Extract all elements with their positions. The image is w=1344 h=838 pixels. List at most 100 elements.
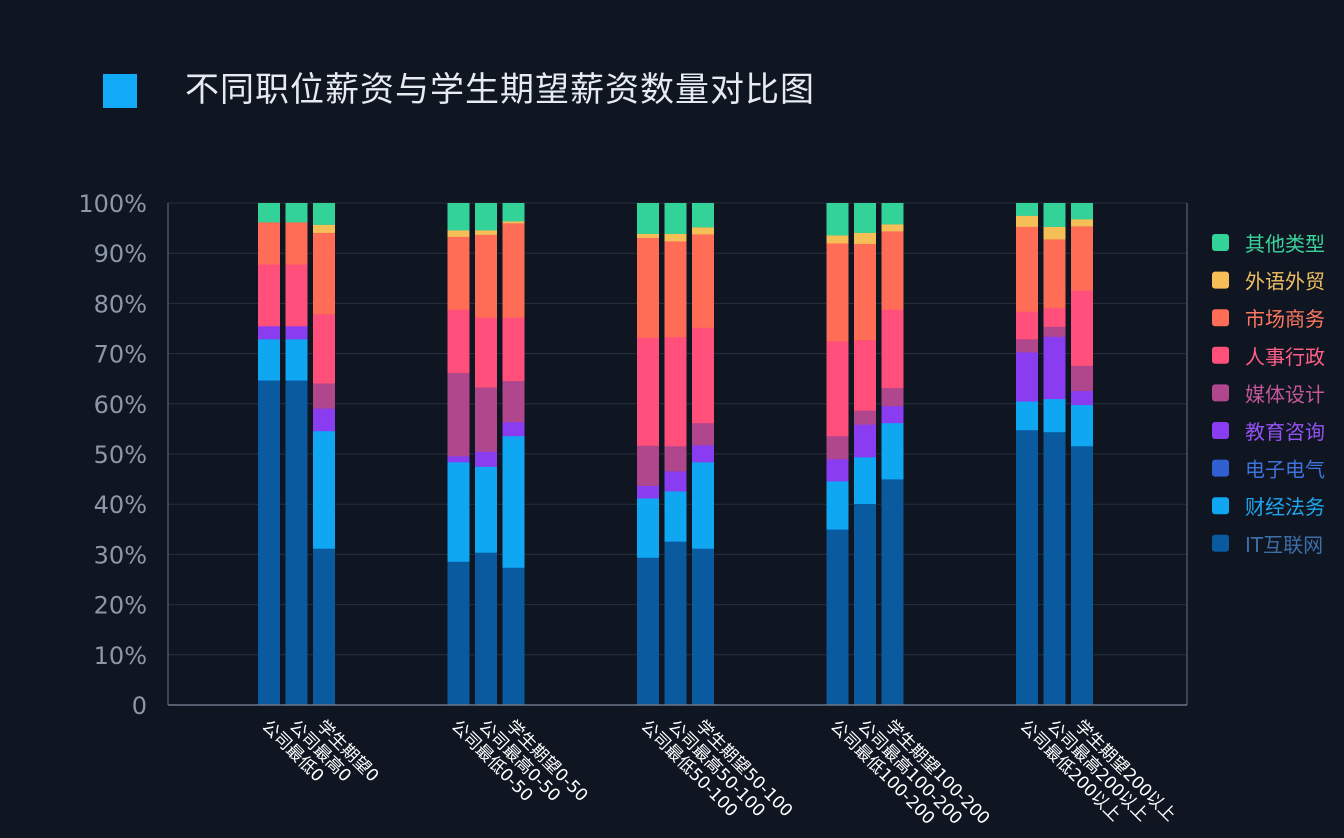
bar-segment-6 (285, 264, 308, 327)
bar-segment-6 (664, 337, 687, 447)
bar-segment-7 (692, 234, 714, 328)
bar-segment-5 (447, 372, 470, 457)
legend-swatch[interactable] (1212, 384, 1229, 402)
bar-segment-7 (313, 232, 335, 315)
bar-segment-4 (502, 421, 525, 437)
bar-segment-5 (637, 445, 659, 486)
bar-segment-8 (826, 235, 849, 244)
bar-segment-2 (1043, 398, 1066, 433)
bar-segment-2 (258, 339, 280, 381)
bar-segment-2 (854, 457, 876, 504)
title-marker (103, 74, 137, 108)
bar-segment-7 (1043, 239, 1066, 309)
bar-segment-7 (826, 243, 849, 342)
legend-label[interactable]: 财经法务 (1245, 495, 1325, 519)
bar-segment-2 (1071, 404, 1093, 447)
bar-segment-7 (854, 243, 876, 341)
bar-segment-6 (1043, 307, 1066, 327)
bar-segment-1 (1043, 431, 1066, 706)
bar-segment-2 (502, 435, 525, 568)
bar-segment-9 (881, 203, 904, 225)
legend-swatch[interactable] (1212, 422, 1229, 439)
bar-segment-8 (313, 224, 335, 233)
bar-segment-7 (447, 236, 470, 310)
bar-segment-6 (447, 309, 470, 373)
bar-segment-6 (637, 337, 659, 446)
bar-segment-1 (258, 380, 280, 706)
bar-segment-1 (664, 541, 687, 706)
bar-segment-1 (1016, 429, 1038, 706)
bar-segment-9 (258, 203, 280, 223)
bar-segment-5 (313, 383, 335, 409)
legend-swatch[interactable] (1212, 309, 1229, 327)
legend-swatch[interactable] (1212, 346, 1229, 364)
bar-segment-2 (285, 339, 308, 381)
bar-segment-4 (1071, 390, 1093, 406)
bar-segment-5 (1043, 326, 1066, 337)
bar-segment-8 (1016, 215, 1038, 227)
bar-segment-2 (664, 491, 687, 542)
bar-segment-9 (1071, 203, 1093, 220)
legend-swatch[interactable] (1212, 534, 1229, 552)
bar-segment-8 (854, 232, 876, 244)
bar-segment-6 (826, 341, 849, 437)
legend-label[interactable]: 其他类型 (1245, 232, 1325, 256)
legend-label[interactable]: 外语外贸 (1245, 270, 1325, 294)
bar-segment-2 (692, 462, 714, 549)
bar-segment-6 (313, 313, 335, 384)
bar-segment-9 (447, 203, 470, 231)
y-tick-label: 60% (94, 391, 147, 419)
y-tick-label: 20% (94, 592, 147, 620)
bar-segment-5 (854, 410, 876, 425)
bar-segment-2 (1016, 401, 1038, 431)
y-tick-label: 0 (132, 692, 147, 720)
bar-segment-9 (826, 203, 849, 236)
bar-segment-4 (1043, 336, 1066, 400)
bar-segment-7 (664, 241, 687, 338)
bar-segment-6 (258, 264, 280, 327)
legend-label[interactable]: IT互联网 (1245, 533, 1323, 557)
bar-segment-4 (826, 459, 849, 482)
bar-segment-8 (637, 233, 659, 238)
bar-segment-7 (475, 234, 497, 318)
legend-swatch[interactable] (1212, 271, 1229, 289)
bar-segment-7 (1016, 226, 1038, 312)
bar-segment-9 (313, 203, 335, 225)
bar-segment-8 (447, 230, 470, 237)
bar-segment-1 (637, 557, 659, 706)
legend-label[interactable]: 媒体设计 (1245, 382, 1325, 406)
bar-segment-9 (854, 203, 876, 233)
legend-label[interactable]: 市场商务 (1245, 307, 1325, 331)
bar-segment-8 (881, 224, 904, 232)
bar-segment-8 (502, 221, 525, 224)
legend-label[interactable]: 教育咨询 (1245, 420, 1325, 444)
legend-swatch[interactable] (1212, 234, 1229, 251)
bar-segment-1 (475, 552, 497, 706)
bar-segment-5 (692, 422, 714, 446)
y-tick-label: 100% (78, 190, 147, 218)
bar-segment-1 (447, 561, 470, 706)
bar-segment-7 (258, 222, 280, 265)
legend-swatch[interactable] (1212, 497, 1229, 515)
bar-segment-8 (664, 233, 687, 242)
bar-segment-4 (692, 444, 714, 463)
bar-segment-4 (664, 471, 687, 492)
bar-segment-1 (313, 548, 335, 706)
bar-segment-8 (1043, 226, 1066, 240)
bar-segment-1 (692, 548, 714, 706)
legend-label[interactable]: 电子电气 (1245, 458, 1325, 482)
legend-label[interactable]: 人事行政 (1245, 345, 1325, 369)
bar-segment-7 (285, 222, 308, 265)
y-tick-label: 50% (94, 441, 147, 469)
y-tick-label: 90% (94, 240, 147, 268)
bar-segment-4 (313, 408, 335, 432)
bar-segment-9 (1016, 203, 1038, 216)
bar-segment-2 (313, 430, 335, 549)
bar-segment-1 (881, 479, 904, 706)
bar-segment-4 (637, 485, 659, 499)
y-tick-label: 40% (94, 491, 147, 519)
bar-segment-9 (475, 203, 497, 231)
legend-swatch[interactable] (1212, 459, 1229, 477)
